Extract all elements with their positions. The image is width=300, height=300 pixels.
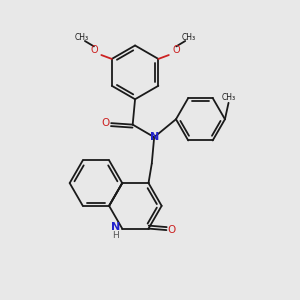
Text: O: O (102, 118, 110, 128)
Text: CH₃: CH₃ (182, 33, 196, 42)
Text: H: H (112, 231, 119, 240)
Text: CH₃: CH₃ (74, 33, 88, 42)
Text: O: O (90, 45, 98, 55)
Text: O: O (172, 45, 180, 55)
Text: CH₃: CH₃ (222, 93, 236, 102)
Text: O: O (168, 225, 176, 235)
Text: N: N (111, 222, 120, 232)
Text: N: N (150, 132, 159, 142)
